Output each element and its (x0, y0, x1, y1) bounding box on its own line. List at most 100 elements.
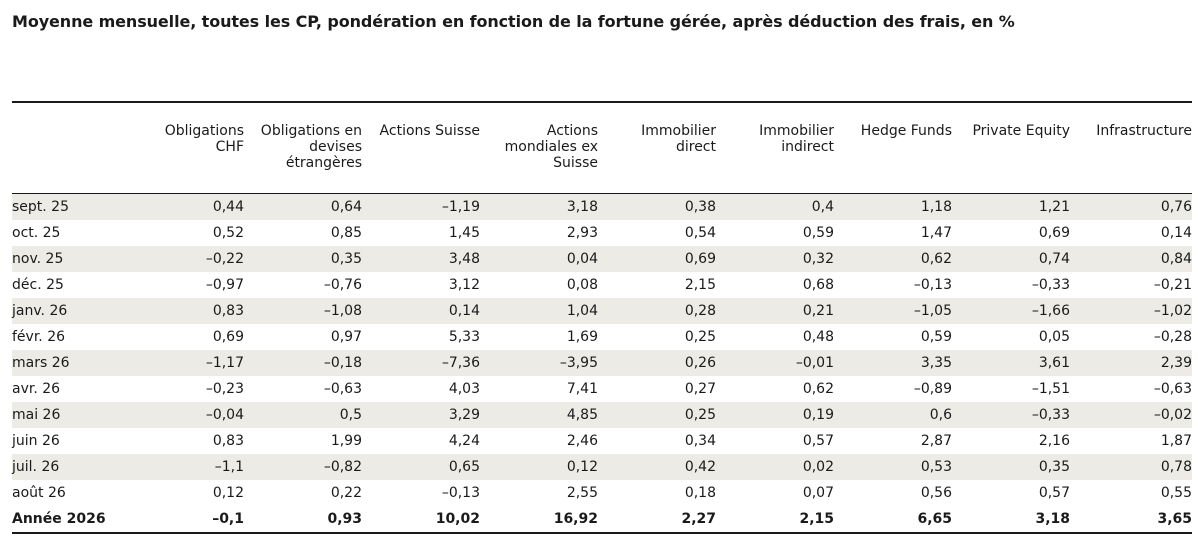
table-cell: –1,02 (1070, 297, 1192, 324)
table-cell: 2,39 (1070, 349, 1192, 376)
table-cell: 0,14 (1160, 224, 1192, 241)
column-header-obligations-chf: Obligations CHF (122, 101, 244, 194)
table-cell: 3,12 (448, 276, 480, 293)
table-cell: –0,13 (913, 276, 952, 293)
table-cell: 0,62 (834, 245, 952, 272)
row-label: mai 26 (12, 401, 122, 428)
table-cell: 3,48 (362, 245, 480, 272)
table-cell: 3,61 (952, 349, 1070, 376)
table-cell: –0,76 (323, 276, 362, 293)
table-cell: 3,18 (480, 193, 598, 220)
table-row: mai 26 –0,04 0,5 3,29 4,85 0,25 0,19 0,6 –0,33 –0… (12, 401, 1192, 428)
table-cell: 0,26 (598, 349, 716, 376)
table-cell: –1,19 (362, 193, 480, 220)
header-row: Obligations CHF Obligations en devises é… (12, 101, 1192, 194)
table-cell: 1,18 (834, 193, 952, 220)
table-cell: –0,63 (323, 380, 362, 397)
table-cell: 3,29 (362, 401, 480, 428)
row-label: Année 2026 (12, 505, 122, 534)
table-cell: 0,12 (212, 484, 244, 501)
table-cell: –0,63 (1153, 380, 1192, 397)
table-cell: 0,52 (212, 224, 244, 241)
table-cell: 0,28 (598, 297, 716, 324)
table-cell: 16,92 (480, 505, 598, 534)
table-cell: 0,69 (1038, 224, 1070, 241)
table-cell: 0,04 (480, 245, 598, 272)
table-cell: 0,02 (716, 453, 834, 480)
table-cell: 1,21 (952, 193, 1070, 220)
table-cell: 0,42 (598, 453, 716, 480)
table-cell: 6,65 (834, 505, 952, 534)
table-cell: 0,25 (598, 401, 716, 428)
table-cell: 0,59 (920, 328, 952, 345)
table-cell: –1,66 (952, 297, 1070, 324)
row-label: avr. 26 (12, 380, 61, 397)
table-cell: 0,57 (802, 432, 834, 449)
table-cell: 0,74 (952, 245, 1070, 272)
column-header-immobilier-indirect: Immobilier indirect (716, 101, 834, 194)
table-cell: –1,51 (1031, 380, 1070, 397)
table-cell: 0,69 (212, 328, 244, 345)
table-cell: 0,38 (598, 193, 716, 220)
table-cell: 1,04 (480, 297, 598, 324)
table-cell: –0,13 (441, 484, 480, 501)
table-cell: –0,18 (244, 349, 362, 376)
total-row: Année 2026 –0,1 0,93 10,02 16,92 2,27 2,15 6,65… (12, 505, 1192, 534)
table-row: juin 26 0,83 1,99 4,24 2,46 0,34 0,57 2,87 2,16 1… (12, 428, 1192, 454)
table-cell: 0,22 (330, 484, 362, 501)
table-cell: 0,54 (684, 224, 716, 241)
table-row: janv. 26 0,83 –1,08 0,14 1,04 0,28 0,21 –1,05 –1… (12, 297, 1192, 324)
row-label: nov. 25 (12, 245, 122, 272)
table-cell: 0,5 (244, 401, 362, 428)
table-cell: 0,68 (802, 276, 834, 293)
table-cell: 0,19 (716, 401, 834, 428)
table-cell: 4,03 (448, 380, 480, 397)
table-row: févr. 26 0,69 0,97 5,33 1,69 0,25 0,48 0,59 0,05… (12, 324, 1192, 350)
table-cell: 0,12 (480, 453, 598, 480)
table-cell: 10,02 (362, 505, 480, 534)
table-cell: 3,35 (834, 349, 952, 376)
table-cell: 0,18 (684, 484, 716, 501)
row-label: oct. 25 (12, 224, 61, 241)
table-cell: 7,41 (566, 380, 598, 397)
table-cell: –1,08 (244, 297, 362, 324)
table-cell: –0,28 (1153, 328, 1192, 345)
table-cell: 0,4 (716, 193, 834, 220)
table-cell: –0,02 (1070, 401, 1192, 428)
table-row: août 26 0,12 0,22 –0,13 2,55 0,18 0,07 0,56 0,57… (12, 480, 1192, 506)
table-cell: 1,87 (1160, 432, 1192, 449)
table-cell: 0,07 (802, 484, 834, 501)
table-cell: 2,15 (716, 505, 834, 534)
row-label: sept. 25 (12, 193, 122, 220)
table-cell: 0,97 (330, 328, 362, 345)
table-cell: 2,27 (598, 505, 716, 534)
table-cell: 0,25 (684, 328, 716, 345)
row-label: janv. 26 (12, 297, 122, 324)
table-cell: –0,97 (205, 276, 244, 293)
table-cell: 0,64 (244, 193, 362, 220)
table-cell: 0,32 (716, 245, 834, 272)
table-cell: 0,35 (952, 453, 1070, 480)
table-cell: –0,33 (1031, 276, 1070, 293)
table-cell: –0,04 (122, 401, 244, 428)
table-row: juil. 26 –1,1 –0,82 0,65 0,12 0,42 0,02 0,53 0,3… (12, 453, 1192, 480)
table-cell: 0,48 (802, 328, 834, 345)
table-cell: 2,15 (684, 276, 716, 293)
table-cell: –1,1 (122, 453, 244, 480)
table-cell: 0,21 (716, 297, 834, 324)
table-cell: 0,6 (834, 401, 952, 428)
table-cell: 2,87 (920, 432, 952, 449)
table-cell: 0,44 (122, 193, 244, 220)
table-row: oct. 25 0,52 0,85 1,45 2,93 0,54 0,59 1,47 0,69 0… (12, 220, 1192, 246)
table-cell: –1,17 (122, 349, 244, 376)
table-cell: 0,34 (684, 432, 716, 449)
table-cell: 0,93 (244, 505, 362, 534)
table-cell: 5,33 (448, 328, 480, 345)
table-cell: –0,21 (1153, 276, 1192, 293)
table-cell: 0,56 (920, 484, 952, 501)
table-cell: 0,84 (1070, 245, 1192, 272)
column-header-immobilier-direct: Immobilier direct (598, 101, 716, 194)
table-row: sept. 25 0,44 0,64 –1,19 3,18 0,38 0,4 1,18 1,21… (12, 193, 1192, 220)
table-cell: 0,14 (362, 297, 480, 324)
table-cell: –3,95 (480, 349, 598, 376)
